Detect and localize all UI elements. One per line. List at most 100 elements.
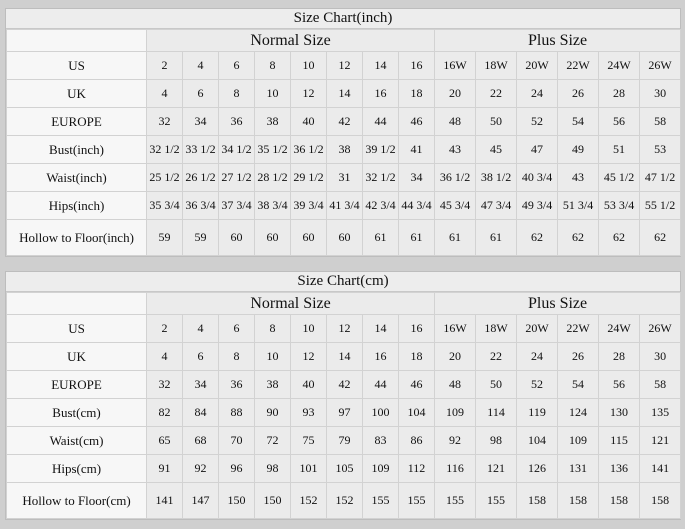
size-value-cell: 35 1/2 [254, 135, 291, 164]
chart-title: Size Chart(cm) [6, 272, 680, 292]
size-value-cell: 150 [254, 482, 291, 519]
size-value-cell: 2 [146, 314, 183, 343]
row-label: EUROPE [6, 370, 147, 399]
size-value-cell: 79 [326, 426, 363, 455]
size-value-cell: 18 [397, 79, 436, 108]
size-chart-inch: Size Chart(inch) Normal Size Plus Size US 2 4… [5, 8, 682, 257]
size-value-cell: 42 [326, 107, 363, 136]
size-value-cell: 14 [326, 79, 363, 108]
size-value-cell: 28 [598, 79, 641, 108]
size-value-cell: 158 [557, 482, 600, 519]
row-label: Bust(inch) [6, 135, 147, 164]
size-value-cell: 16 [362, 342, 399, 371]
size-value-cell: 26 [557, 79, 600, 108]
size-value-cell: 26 1/2 [182, 163, 219, 192]
size-value-cell: 158 [598, 482, 641, 519]
size-value-cell: 62 [557, 219, 600, 256]
row-label: Waist(inch) [6, 163, 147, 192]
size-value-cell: 158 [639, 482, 682, 519]
size-value-cell: 2 [146, 51, 183, 80]
row-label: EUROPE [6, 107, 147, 136]
table-row: Hollow to Floor(inch) 59 59 60 60 60 60 61 61 61 6… [6, 219, 682, 256]
row-label: Hips(cm) [6, 454, 147, 483]
size-value-cell: 45 3/4 [434, 191, 477, 220]
plus-size-header: Plus Size [434, 292, 682, 315]
size-value-cell: 4 [146, 342, 183, 371]
size-value-cell: 84 [182, 398, 219, 427]
size-value-cell: 83 [362, 426, 399, 455]
size-value-cell: 136 [598, 454, 641, 483]
size-value-cell: 82 [146, 398, 183, 427]
size-value-cell: 34 [182, 370, 219, 399]
size-value-cell: 75 [290, 426, 327, 455]
size-value-cell: 10 [290, 314, 327, 343]
size-value-cell: 36 3/4 [182, 191, 219, 220]
row-label: UK [6, 79, 147, 108]
size-value-cell: 72 [254, 426, 291, 455]
size-value-cell: 28 [598, 342, 641, 371]
row-label: Hollow to Floor(cm) [6, 482, 147, 519]
size-value-cell: 147 [182, 482, 219, 519]
table-row: US 2 4 6 8 10 12 14 16 16W 18W 20W 22W 24W 26W [6, 314, 682, 343]
size-value-cell: 55 1/2 [639, 191, 682, 220]
size-value-cell: 119 [516, 398, 559, 427]
size-value-cell: 36 [218, 370, 255, 399]
size-value-cell: 59 [146, 219, 183, 256]
table-row: US 2 4 6 8 10 12 14 16 16W 18W 20W 22W 24W 26W [6, 51, 682, 80]
size-value-cell: 93 [290, 398, 327, 427]
table-row: EUROPE 32 34 36 38 40 42 44 46 48 50 52 54 56 58 [6, 107, 682, 136]
size-value-cell: 91 [146, 454, 183, 483]
size-value-cell: 61 [434, 219, 477, 256]
size-value-cell: 104 [397, 398, 436, 427]
size-value-cell: 40 3/4 [516, 163, 559, 192]
size-value-cell: 121 [639, 426, 682, 455]
size-value-cell: 4 [182, 314, 219, 343]
size-value-cell: 155 [362, 482, 399, 519]
size-value-cell: 44 3/4 [397, 191, 436, 220]
size-value-cell: 53 3/4 [598, 191, 641, 220]
size-value-cell: 16 [397, 314, 436, 343]
size-value-cell: 59 [182, 219, 219, 256]
size-value-cell: 31 [326, 163, 363, 192]
size-value-cell: 62 [598, 219, 641, 256]
size-value-cell: 97 [326, 398, 363, 427]
size-value-cell: 26W [639, 314, 682, 343]
size-value-cell: 20W [516, 51, 559, 80]
size-value-cell: 43 [557, 163, 600, 192]
size-value-cell: 48 [434, 107, 477, 136]
size-value-cell: 60 [290, 219, 327, 256]
size-value-cell: 8 [218, 79, 255, 108]
size-value-cell: 18 [397, 342, 436, 371]
table-row: Hollow to Floor(cm) 141 147 150 150 152 152 155… [6, 482, 682, 519]
size-value-cell: 20W [516, 314, 559, 343]
row-label: UK [6, 342, 147, 371]
size-value-cell: 34 [182, 107, 219, 136]
size-value-cell: 62 [639, 219, 682, 256]
size-value-cell: 50 [475, 107, 518, 136]
size-value-cell: 155 [434, 482, 477, 519]
size-value-cell: 4 [146, 79, 183, 108]
size-value-cell: 60 [254, 219, 291, 256]
size-value-cell: 47 1/2 [639, 163, 682, 192]
size-value-cell: 22 [475, 79, 518, 108]
size-value-cell: 155 [397, 482, 436, 519]
table-row: UK 4 6 8 10 12 14 16 18 20 22 24 26 28 30 [6, 342, 682, 371]
size-value-cell: 39 3/4 [290, 191, 327, 220]
size-value-cell: 116 [434, 454, 477, 483]
corner-cell [6, 292, 147, 315]
size-value-cell: 52 [516, 107, 559, 136]
size-value-cell: 30 [639, 79, 682, 108]
table-row: Waist(inch) 25 1/2 26 1/2 27 1/2 28 1/2 29 1/… [6, 163, 682, 192]
size-value-cell: 101 [290, 454, 327, 483]
size-value-cell: 45 1/2 [598, 163, 641, 192]
size-value-cell: 109 [557, 426, 600, 455]
size-chart-cm: Size Chart(cm) Normal Size Plus Size US 2 4 6 8… [5, 271, 682, 520]
row-label: Hips(inch) [6, 191, 147, 220]
table-row: Bust(inch) 32 1/2 33 1/2 34 1/2 35 1/2 36 1/2… [6, 135, 682, 164]
size-value-cell: 70 [218, 426, 255, 455]
size-value-cell: 20 [434, 342, 477, 371]
size-value-cell: 56 [598, 370, 641, 399]
size-value-cell: 22 [475, 342, 518, 371]
size-value-cell: 8 [218, 342, 255, 371]
size-value-cell: 130 [598, 398, 641, 427]
